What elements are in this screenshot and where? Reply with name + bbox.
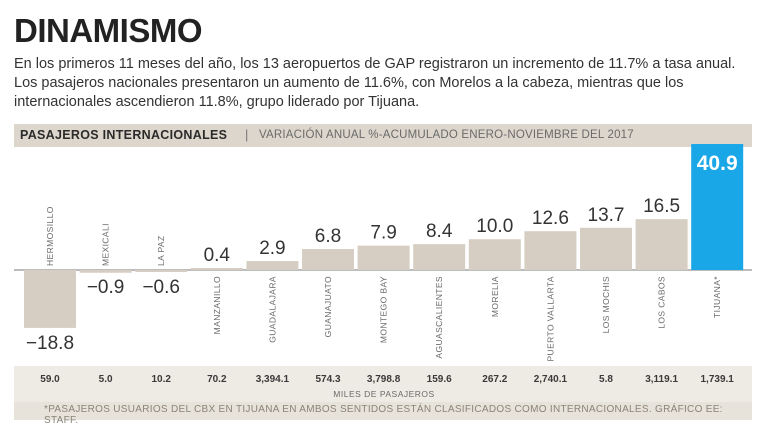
bar-12 xyxy=(691,144,744,270)
value-label: −0.9 xyxy=(87,277,125,298)
passengers-value: 2,740.1 xyxy=(534,374,568,385)
category-label: GUANAJUATO xyxy=(323,276,333,337)
bar-7 xyxy=(413,244,466,270)
bar-8 xyxy=(468,239,521,270)
category-label: MORELIA xyxy=(490,276,500,317)
description: En los primeros 11 meses del año, los 13… xyxy=(14,56,736,110)
passengers-value: 5.8 xyxy=(599,374,613,385)
passengers-unit-label: MILES DE PASAJEROS xyxy=(333,389,434,399)
bar-9 xyxy=(524,231,577,270)
bar-1 xyxy=(79,270,132,273)
value-label: 8.4 xyxy=(426,221,453,242)
category-label: GUADALAJARA xyxy=(267,276,277,343)
bar-5 xyxy=(302,249,354,270)
passengers-value: 574.3 xyxy=(315,374,340,385)
category-label: MEXICALI xyxy=(101,223,111,266)
category-label: LA PAZ xyxy=(156,235,166,266)
chart-title: PASAJEROS INTERNACIONALES xyxy=(20,128,228,142)
bar-3 xyxy=(190,268,243,270)
passengers-value: 59.0 xyxy=(40,374,60,385)
category-label: AGUASCALIENTES xyxy=(434,276,444,359)
value-label: 0.4 xyxy=(204,245,231,266)
category-label: LOS CABOS xyxy=(657,276,667,329)
passengers-value: 10.2 xyxy=(151,374,171,385)
bar-6 xyxy=(357,245,410,270)
chart-header-separator: | xyxy=(245,127,249,142)
passengers-value: 3,394.1 xyxy=(256,374,290,385)
passengers-value: 3,119.1 xyxy=(645,374,678,385)
bar-4 xyxy=(246,261,299,270)
passengers-band xyxy=(14,366,752,403)
category-label: PUERTO VALLARTA xyxy=(545,276,555,362)
value-label: −18.8 xyxy=(26,333,74,354)
chart-header: PASAJEROS INTERNACIONALES | VARIACIÓN AN… xyxy=(14,124,752,147)
chart-subtitle: VARIACIÓN ANUAL %-ACUMULADO ENERO-NOVIEM… xyxy=(259,129,634,141)
passengers-value: 5.0 xyxy=(99,374,113,385)
category-label: MONTEGO BAY xyxy=(379,276,389,343)
passengers-value: 3,798.8 xyxy=(367,374,401,385)
value-label: 10.0 xyxy=(476,216,513,237)
passengers-value: 159.6 xyxy=(427,374,452,385)
footnote: *PASAJEROS USUARIOS DEL CBX EN TIJUANA E… xyxy=(44,404,723,426)
value-label: −0.6 xyxy=(142,277,180,298)
value-label: 2.9 xyxy=(259,238,285,259)
bar-0 xyxy=(24,270,76,328)
value-label: 13.7 xyxy=(588,205,625,226)
bar-2 xyxy=(135,270,188,272)
category-label: TIJUANA* xyxy=(712,276,722,318)
value-label: 6.8 xyxy=(315,226,341,247)
bar-10 xyxy=(580,227,632,270)
bar-11 xyxy=(635,219,688,270)
page-title: DINAMISMO xyxy=(14,12,203,49)
value-label: 40.9 xyxy=(697,152,738,175)
value-label: 7.9 xyxy=(370,223,396,244)
value-label: 16.5 xyxy=(643,196,680,217)
category-label: MANZANILLO xyxy=(212,276,222,334)
category-label: LOS MOCHIS xyxy=(601,276,611,333)
passengers-value: 1,739.1 xyxy=(701,374,735,385)
passengers-value: 70.2 xyxy=(207,374,227,385)
passengers-value: 267.2 xyxy=(482,374,507,385)
value-label: 12.6 xyxy=(532,208,569,229)
footnote-band: *PASAJEROS USUARIOS DEL CBX EN TIJUANA E… xyxy=(14,402,752,426)
category-label: HERMOSILLO xyxy=(45,206,55,266)
